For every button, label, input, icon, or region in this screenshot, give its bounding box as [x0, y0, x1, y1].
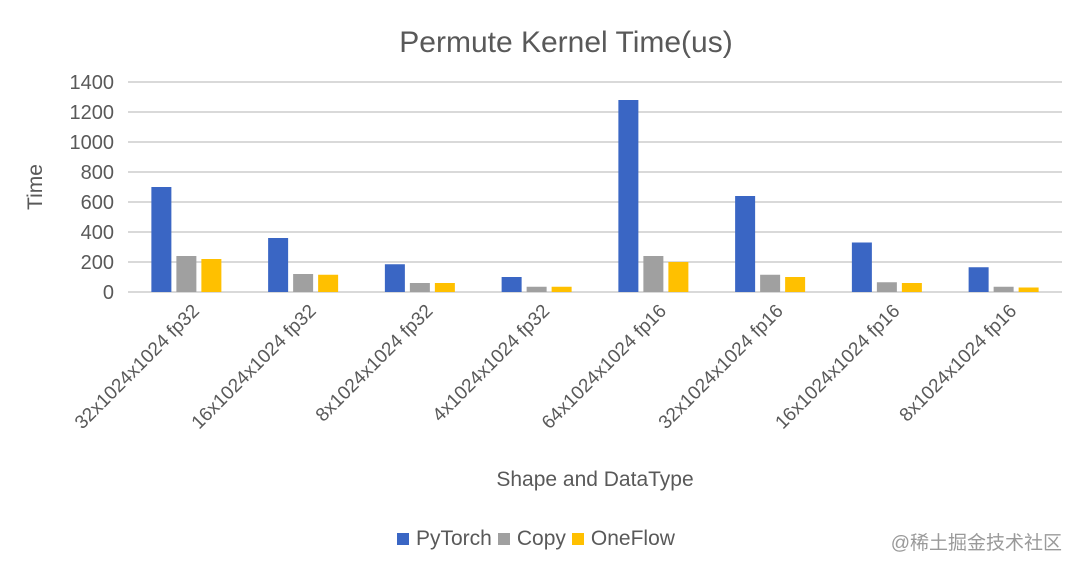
x-tick-label: 8x1024x1024 fp16	[896, 301, 1021, 426]
x-tick-label: 8x1024x1024 fp32	[312, 301, 437, 426]
legend-swatch	[497, 533, 510, 545]
bar-pytorch	[735, 196, 756, 292]
bar-pytorch	[268, 238, 289, 292]
x-tick-label: 64x1024x1024 fp16	[538, 301, 671, 434]
y-tick-label: 200	[81, 252, 114, 274]
chart-title: Permute Kernel Time(us)	[399, 26, 732, 59]
bar-pytorch	[501, 277, 522, 292]
bar-copy	[993, 286, 1014, 292]
y-axis-label: Time	[24, 164, 47, 210]
bar-oneflow	[318, 274, 339, 292]
bar-oneflow	[901, 283, 922, 292]
legend-label: Copy	[516, 527, 566, 550]
bar-pytorch	[968, 267, 989, 292]
gridlines	[128, 81, 1062, 293]
bar-oneflow	[668, 262, 689, 292]
bar-pytorch	[851, 242, 872, 292]
legend-swatch	[397, 533, 409, 545]
bar-pytorch	[618, 100, 639, 292]
x-tick-label: 16x1024x1024 fp32	[188, 301, 321, 434]
bar-oneflow	[434, 283, 455, 292]
x-tick-label: 4x1024x1024 fp32	[429, 301, 554, 426]
bar-oneflow	[551, 286, 572, 292]
y-tick-label: 400	[81, 222, 114, 244]
bars	[151, 100, 1039, 292]
bar-pytorch	[151, 187, 172, 292]
y-tick-label: 1000	[70, 132, 115, 154]
legend-label: PyTorch	[416, 527, 492, 550]
x-axis-label: Shape and DataType	[496, 468, 693, 491]
bar-copy	[409, 283, 430, 292]
watermark: @稀土掘金技术社区	[890, 533, 1062, 554]
bar-copy	[526, 286, 547, 292]
bar-oneflow	[785, 277, 806, 292]
bar-copy	[176, 256, 197, 292]
y-tick-label: 0	[103, 282, 114, 304]
bar-copy	[643, 256, 664, 292]
y-tick-label: 600	[81, 192, 114, 214]
bar-copy	[876, 282, 897, 292]
bar-oneflow	[201, 259, 222, 292]
y-tick-label: 800	[81, 162, 114, 184]
y-axis-ticks: 0 200 400 600 800 1000 1200 1400	[70, 72, 115, 304]
bar-copy	[760, 274, 781, 292]
bar-pytorch	[384, 264, 405, 292]
x-tick-label: 16x1024x1024 fp16	[772, 301, 905, 434]
x-tick-label: 32x1024x1024 fp32	[71, 301, 204, 434]
bar-copy	[293, 274, 314, 292]
x-tick-label: 32x1024x1024 fp16	[655, 301, 788, 434]
y-tick-label: 1400	[70, 72, 115, 94]
y-tick-label: 1200	[70, 102, 115, 124]
legend-item-oneflow: OneFlow	[571, 527, 675, 551]
legend-item-copy: Copy	[497, 527, 566, 551]
legend-swatch	[571, 533, 584, 545]
bar-oneflow	[1018, 287, 1039, 292]
legend-label: OneFlow	[590, 527, 675, 550]
legend: PyTorch Copy OneFlow	[397, 527, 681, 551]
legend-item-pytorch: PyTorch	[397, 527, 492, 551]
